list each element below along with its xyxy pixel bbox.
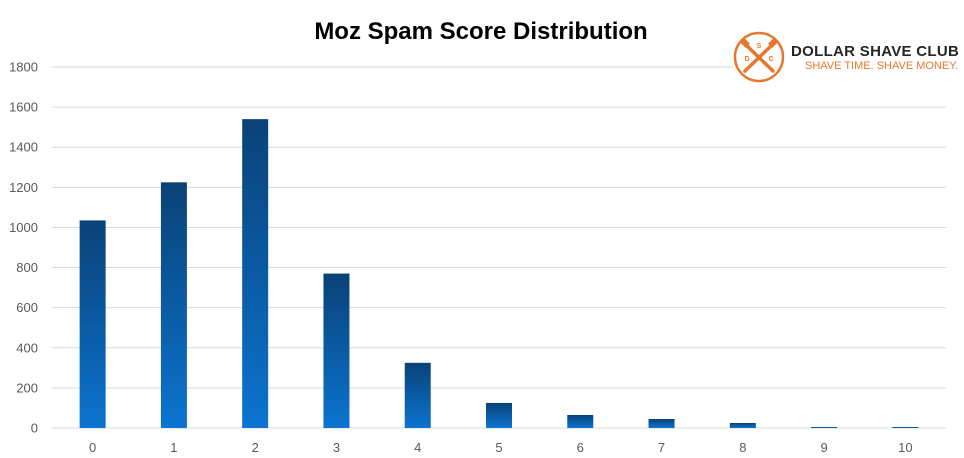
y-tick-label: 200 xyxy=(16,380,38,395)
y-tick-label: 1800 xyxy=(9,60,38,75)
x-tick-label: 10 xyxy=(898,440,912,455)
chart-title: Moz Spam Score Distribution xyxy=(314,18,647,45)
bar-0 xyxy=(79,220,106,428)
logo-letter-s: S xyxy=(757,43,762,50)
bar-5 xyxy=(486,402,512,428)
bar-1 xyxy=(160,182,187,428)
y-axis-tick-labels: 0 200 400 600 800 1000 1200 1400 1600 1800 xyxy=(9,60,38,436)
x-tick-label: 7 xyxy=(658,440,665,455)
bar-10 xyxy=(892,426,919,428)
y-tick-label: 400 xyxy=(16,340,38,355)
x-tick-label: 4 xyxy=(414,440,421,455)
bars xyxy=(79,119,919,429)
x-tick-label: 0 xyxy=(89,440,96,455)
y-tick-label: 1400 xyxy=(9,140,38,155)
logo-tagline: SHAVE TIME. SHAVE MONEY. xyxy=(805,60,958,72)
y-tick-label: 0 xyxy=(31,421,38,436)
y-tick-label: 600 xyxy=(16,300,38,315)
bar-7 xyxy=(648,418,675,428)
bar-8 xyxy=(729,422,756,428)
y-tick-label: 1600 xyxy=(9,100,38,115)
x-tick-label: 6 xyxy=(577,440,584,455)
x-axis-tick-labels: 0 1 2 3 4 5 6 7 8 9 10 xyxy=(89,440,913,455)
logo-brand-name: DOLLAR SHAVE CLUB xyxy=(791,43,959,60)
x-tick-label: 9 xyxy=(820,440,827,455)
logo-emblem-icon: S D C xyxy=(733,31,785,83)
bar-9 xyxy=(811,426,838,428)
x-tick-label: 2 xyxy=(252,440,259,455)
bar-3 xyxy=(323,273,350,428)
x-tick-label: 5 xyxy=(495,440,502,455)
bar-2 xyxy=(242,119,269,429)
bar-4 xyxy=(404,362,431,428)
y-tick-label: 1200 xyxy=(9,180,38,195)
logo-letter-c: C xyxy=(768,56,773,63)
dollar-shave-club-logo: S D C DOLLAR SHAVE CLUB SHAVE TIME. SHAV… xyxy=(733,30,959,84)
logo-letter-d: D xyxy=(744,56,749,63)
x-tick-label: 1 xyxy=(170,440,177,455)
x-tick-label: 3 xyxy=(333,440,340,455)
y-tick-label: 1000 xyxy=(9,220,38,235)
x-tick-label: 8 xyxy=(739,440,746,455)
y-tick-label: 800 xyxy=(16,260,38,275)
bar-6 xyxy=(567,414,594,428)
